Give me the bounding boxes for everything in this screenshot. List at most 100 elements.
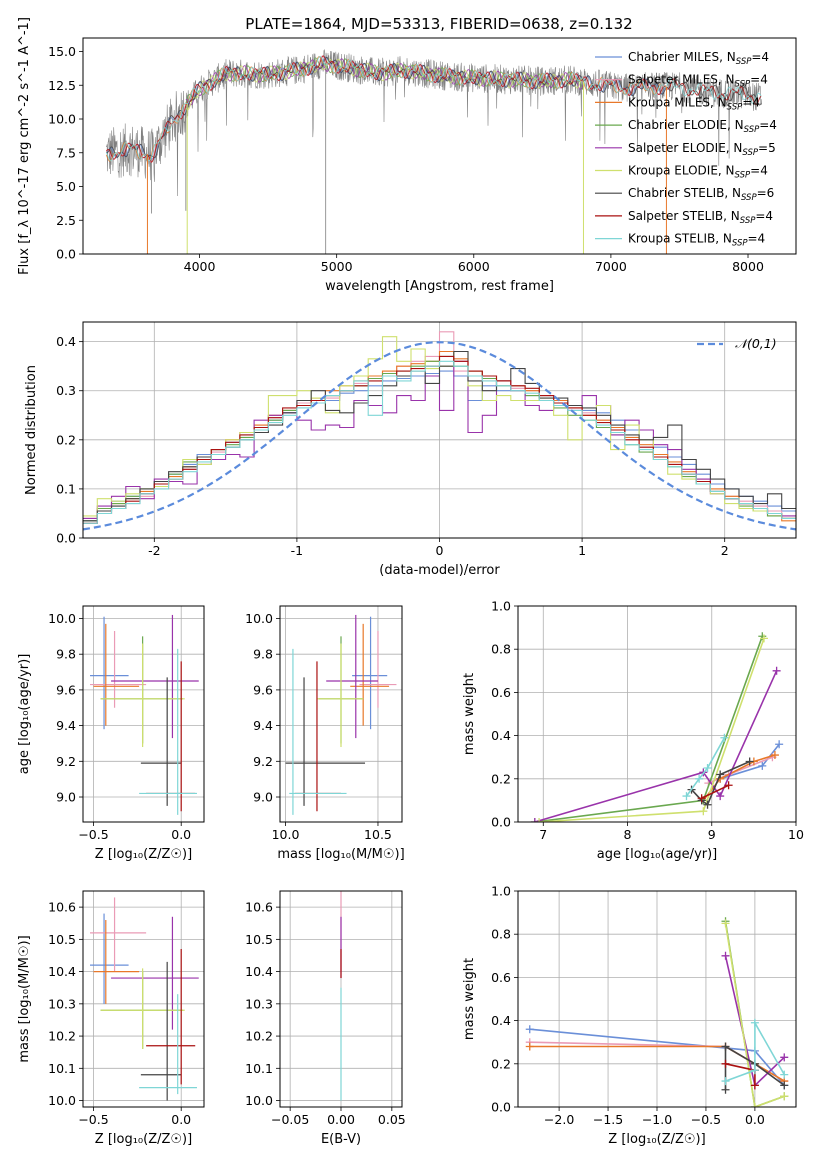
y-tick-label: 10.1 xyxy=(245,1061,273,1076)
axes-frame xyxy=(279,890,403,1108)
mass-vs-ebv-panel: −0.05 0.00 0.05 10.0 10.1 10.2 10.3 10.4 10.5 10.… xyxy=(245,890,406,1147)
legend-subscript: SSP xyxy=(742,148,758,158)
y-tick-label: 0.0 xyxy=(56,531,76,546)
weight-marker xyxy=(530,818,539,822)
y-axis-label: mass weight xyxy=(462,673,477,755)
y-tick-label: 9.8 xyxy=(56,647,76,662)
x-tick-label: -2 xyxy=(148,543,160,558)
x-tick-label: −1.5 xyxy=(593,1112,623,1127)
spectrum-plot-area xyxy=(105,48,762,254)
legend-count: =4 xyxy=(751,50,769,64)
y-tick-label: 0.0 xyxy=(56,247,76,262)
weight-marker xyxy=(697,794,706,803)
weight-marker xyxy=(780,1081,789,1090)
y-tick-label: 12.5 xyxy=(48,78,76,93)
y-tick-label: 0.2 xyxy=(491,1056,511,1071)
y-tick-label: 0.1 xyxy=(56,481,76,496)
x-axis-label: Z [log₁₀(Z/Z☉)] xyxy=(95,847,192,862)
weight-marker xyxy=(721,951,730,960)
y-tick-label: 9.2 xyxy=(56,754,76,769)
y-axis-label: age [log₁₀(age/yr)] xyxy=(17,654,32,775)
legend-count: =5 xyxy=(758,141,776,155)
legend-label: Chabrier MILES, NSSP=4 xyxy=(628,50,769,67)
y-tick-label: 10.5 xyxy=(245,932,273,947)
y-tick-label: 9.4 xyxy=(253,718,273,733)
weight-vs-z-plot-area xyxy=(525,917,789,1107)
x-tick-label: 9 xyxy=(708,827,716,842)
axes-frame xyxy=(82,37,797,255)
y-tick-label: 0.0 xyxy=(491,1100,511,1115)
weight-line xyxy=(724,923,785,1107)
legend-count: =6 xyxy=(757,186,775,200)
y-tick-label: 1.0 xyxy=(491,599,511,614)
legend-count: =4 xyxy=(759,118,777,132)
legend-label: Salpeter MILES, NSSP=4 xyxy=(628,73,768,90)
model-line xyxy=(105,55,762,162)
x-tick-label: 0.0 xyxy=(171,1112,191,1127)
x-tick-label: 5000 xyxy=(321,259,353,274)
legend-subscript: SSP xyxy=(727,102,743,112)
weight-marker xyxy=(535,818,544,822)
x-tick-label: 0.00 xyxy=(327,1112,355,1127)
x-tick-label: −0.5 xyxy=(78,827,108,842)
spectrum-data-line xyxy=(106,48,762,197)
y-tick-label: 5.0 xyxy=(56,179,76,194)
age-vs-mass-panel: 10.0 10.5 9.0 9.2 9.4 9.6 9.8 10.0 mass [log₁₀(M… xyxy=(245,605,405,862)
legend-label: Kroupa STELIB, NSSP=4 xyxy=(628,232,765,249)
weight-line xyxy=(702,754,776,801)
weight-line xyxy=(534,670,778,822)
weight-marker xyxy=(721,919,730,928)
weight-marker xyxy=(525,1025,534,1034)
y-tick-label: 10.3 xyxy=(245,996,273,1011)
weight-marker xyxy=(695,774,704,783)
x-tick-label: 1 xyxy=(578,543,586,558)
y-tick-label: 0.4 xyxy=(56,334,76,349)
x-tick-label: 7 xyxy=(539,827,547,842)
y-tick-label: 0.4 xyxy=(491,1013,511,1028)
x-axis-label: Z [log₁₀(Z/Z☉)] xyxy=(95,1132,192,1147)
weight-marker xyxy=(750,1066,759,1075)
y-tick-label: 10.0 xyxy=(48,112,76,127)
y-tick-label: 10.6 xyxy=(245,900,273,915)
figure-title: PLATE=1864, MJD=53313, FIBERID=0638, z=0… xyxy=(245,15,632,33)
weight-line xyxy=(701,784,729,799)
y-tick-label: 1.0 xyxy=(491,884,511,899)
x-tick-label: −0.05 xyxy=(271,1112,309,1127)
mass-vs-z-panel: −0.5 0.0 10.0 10.1 10.2 10.3 10.4 10.5 10.6 Z [lo… xyxy=(17,890,205,1147)
age-vs-z-plot-area xyxy=(90,614,199,815)
x-tick-label: 0 xyxy=(436,543,444,558)
legend-count: =4 xyxy=(748,232,766,246)
legend-count: =4 xyxy=(750,73,768,87)
weight-marker xyxy=(721,1085,730,1094)
y-tick-label: 0.8 xyxy=(491,642,511,657)
y-tick-label: 15.0 xyxy=(48,44,76,59)
mass-vs-z-plot-area xyxy=(90,897,199,1101)
weight-marker xyxy=(758,761,767,770)
x-tick-label: 6000 xyxy=(458,259,490,274)
weight-marker xyxy=(750,1018,759,1027)
y-tick-label: 0.3 xyxy=(56,383,76,398)
x-tick-label: 10.0 xyxy=(272,827,300,842)
weight-vs-z-panel: −2.0 −1.5 −1.0 −0.5 0.0 0.0 0.2 0.4 0.6 0.8 1.0 Z [… xyxy=(462,884,797,1147)
legend-label: Chabrier STELIB, NSSP=6 xyxy=(628,186,774,203)
y-tick-label: 9.6 xyxy=(253,682,273,697)
weight-marker xyxy=(525,1042,534,1051)
y-tick-label: 10.0 xyxy=(48,611,76,626)
weight-marker xyxy=(759,634,768,643)
x-tick-label: 8000 xyxy=(732,259,764,274)
spectrum-panel: 4000 5000 6000 7000 8000 0.0 2.5 5.0 7.5 10.0 12.5… xyxy=(17,17,797,294)
legend-subscript: SSP xyxy=(740,216,756,226)
x-tick-label: −0.5 xyxy=(78,1112,108,1127)
x-axis-label: mass [log₁₀(M/M☉)] xyxy=(277,847,404,862)
legend-label: Kroupa ELODIE, NSSP=4 xyxy=(628,164,768,181)
axes-frame xyxy=(82,890,205,1108)
legend-count: =4 xyxy=(750,164,768,178)
histogram-series xyxy=(83,350,796,522)
legend-label: Chabrier ELODIE, NSSP=4 xyxy=(628,118,777,135)
y-tick-label: 0.8 xyxy=(491,927,511,942)
weight-vs-age-plot-area xyxy=(530,632,784,822)
x-axis-label: E(B-V) xyxy=(321,1132,361,1147)
weight-marker xyxy=(721,1042,730,1051)
weight-marker xyxy=(750,1081,759,1090)
